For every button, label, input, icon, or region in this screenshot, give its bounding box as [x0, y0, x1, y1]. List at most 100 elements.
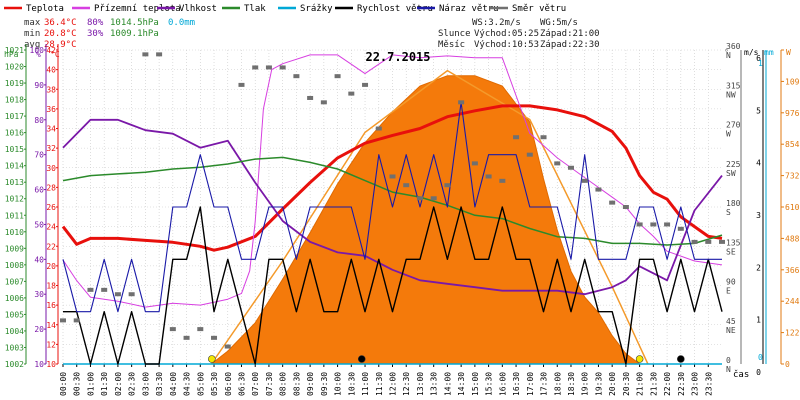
hpa-tick-label: 1015	[5, 145, 24, 154]
x-tick-label: 10:30	[347, 372, 356, 396]
hpa-tick-label: 1016	[5, 129, 24, 138]
wm2-tick-label: 976	[785, 109, 800, 118]
wind-direction-point	[444, 183, 451, 188]
sunset-marker	[635, 355, 644, 363]
sun-label: Slunce	[438, 29, 471, 39]
stat-min-press: 1009.1hPa	[110, 29, 159, 39]
plot-area	[60, 52, 725, 365]
dir-tick-compass: E	[726, 287, 731, 296]
stat-min-hum: 30%	[87, 29, 104, 39]
x-tick-label: 05:30	[210, 372, 219, 396]
x-tick-label: 23:00	[691, 372, 700, 396]
moon-set: Západ:22:30	[540, 40, 600, 50]
wind-direction-point	[595, 187, 602, 192]
wind-direction-point	[554, 161, 561, 166]
wind-direction-point	[677, 226, 684, 231]
x-tick-label: 00:30	[73, 372, 82, 396]
x-tick-label: 01:30	[100, 372, 109, 396]
hpa-tick-label: 1019	[5, 79, 24, 88]
wind-direction-point	[622, 205, 629, 209]
stat-max-temp: 36.4°C	[44, 18, 77, 28]
temp-tick-label: 32	[46, 144, 56, 153]
wind-direction-point	[307, 95, 314, 100]
series-line-3	[62, 156, 723, 246]
x-tick-label: 22:00	[663, 372, 672, 396]
wind-direction-point	[142, 52, 149, 57]
wind-direction-point	[320, 100, 327, 105]
wind-direction-point	[101, 287, 108, 292]
hpa-tick-label: 1021	[5, 46, 24, 55]
stat-max-label: max	[24, 18, 41, 28]
wind-direction-point	[60, 318, 66, 323]
temp-tick-label: 26	[46, 203, 56, 212]
temp-tick-label: 36	[46, 105, 56, 114]
ms-tick-label: 0	[756, 368, 761, 377]
temp-tick-label: 20	[46, 262, 56, 271]
wind-direction-point	[471, 161, 478, 166]
pct-tick-label: 10	[34, 360, 44, 369]
x-tick-label: 13:30	[430, 372, 439, 396]
moonset-marker	[677, 355, 685, 363]
legend-label-teplota: Teplota	[26, 4, 64, 14]
dir-tick-deg: 0	[726, 356, 731, 365]
dir-tick-deg: 135	[726, 238, 741, 247]
dir-tick-compass: NE	[726, 326, 736, 335]
x-tick-label: 14:00	[443, 372, 452, 396]
hpa-tick-label: 1009	[5, 244, 24, 253]
sun-set: Západ:21:00	[540, 29, 600, 39]
wind-direction-point	[238, 82, 245, 87]
x-tick-label: 03:00	[141, 372, 150, 396]
ms-axis-label: m/s	[744, 48, 759, 57]
wind-direction-point	[416, 196, 423, 201]
hpa-tick-label: 1012	[5, 195, 24, 204]
x-tick-label: 02:00	[114, 372, 123, 396]
wind-direction-point	[114, 292, 121, 297]
ms-tick-label: 3	[756, 211, 761, 220]
ms-tick-label: 6	[756, 54, 761, 63]
pct-tick-label: 90	[34, 81, 44, 90]
ms-tick-label: 2	[756, 263, 761, 272]
temp-tick-label: 38	[46, 85, 56, 94]
hpa-tick-label: 1005	[5, 310, 24, 319]
wm2-tick-label: 0	[785, 360, 790, 369]
mm-axis-label: mm	[764, 48, 774, 57]
temp-tick-label: 24	[46, 223, 56, 232]
x-tick-label: 05:00	[196, 372, 205, 396]
stat-min-label: min	[24, 29, 40, 39]
pct-tick-label: 40	[34, 255, 44, 264]
pct-axis-label: %	[36, 50, 41, 59]
temp-tick-label: 22	[46, 242, 56, 251]
wind-direction-point	[650, 222, 657, 227]
hpa-tick-label: 1003	[5, 343, 24, 352]
dir-tick-compass: NW	[726, 90, 736, 99]
x-tick-label: 00:00	[59, 372, 68, 396]
series-line-5	[63, 206, 723, 365]
hpa-tick-label: 1004	[5, 327, 24, 336]
wm2-tick-label: 1098	[785, 77, 800, 86]
wind-direction-point	[87, 287, 94, 292]
x-tick-label: 19:30	[594, 372, 603, 396]
legend-label-rychlost: Rychlost větru	[357, 4, 433, 14]
x-tick-label: 19:00	[581, 372, 590, 396]
hpa-tick-label: 1010	[5, 228, 24, 237]
dir-tick-deg: 45	[726, 317, 736, 326]
wind-direction-point	[458, 100, 465, 105]
wind-direction-point	[403, 183, 410, 188]
dir-tick-compass: SE	[726, 247, 736, 256]
pct-tick-label: 100	[30, 46, 45, 55]
stat-max-hum: 80%	[87, 18, 104, 28]
x-tick-label: 06:30	[237, 372, 246, 396]
x-tick-label: 22:30	[677, 372, 686, 396]
wind-direction-point	[609, 200, 616, 205]
x-tick-label: 04:00	[169, 372, 178, 396]
legend-label-smer: Směr větru	[512, 4, 566, 14]
wind-direction-point	[279, 65, 286, 70]
stat-avg-temp: 28.9°C	[44, 40, 77, 50]
dir-tick-compass: SW	[726, 169, 736, 178]
mm-tick-label: 1	[758, 59, 763, 68]
x-axis-label: čas	[733, 369, 749, 380]
x-tick-label: 04:30	[183, 372, 192, 396]
dir-tick-deg: 225	[726, 160, 741, 169]
wind-direction-point	[691, 239, 698, 244]
